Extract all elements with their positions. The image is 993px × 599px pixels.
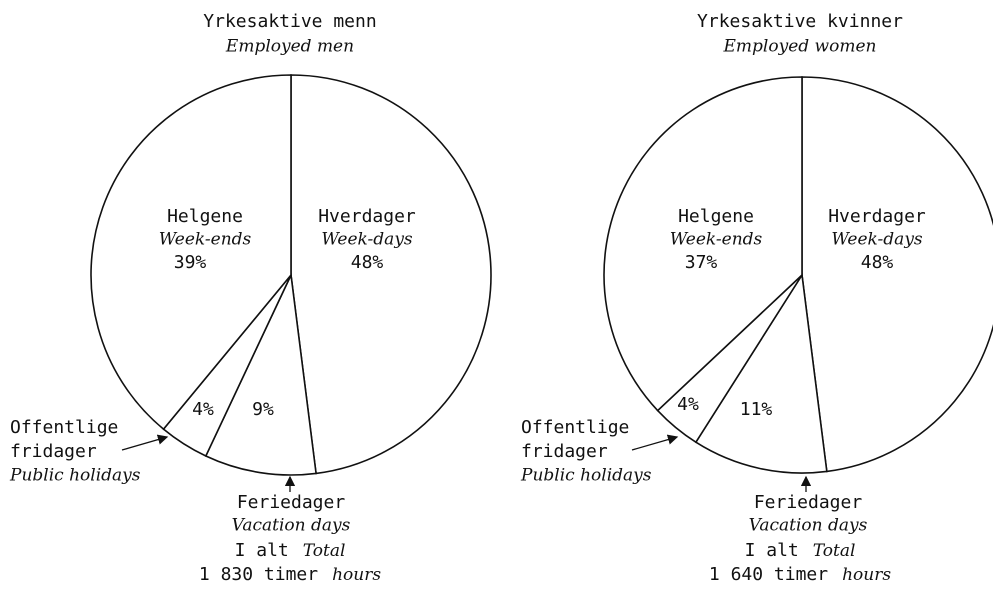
value-label: 37%: [685, 252, 718, 273]
total-text: 1 640 timer: [709, 564, 828, 585]
total-value: 1 830 timer hours: [199, 564, 381, 585]
slice-label-en: Week-days: [321, 230, 413, 250]
slice-label: Feriedager: [754, 492, 863, 513]
slice-label-cont: fridager: [10, 441, 97, 462]
total-en: Total: [813, 541, 856, 561]
total-unit: hours: [842, 565, 891, 585]
pie-slice: [603, 76, 803, 412]
value-label: 4%: [192, 399, 214, 420]
pie-slice: [204, 272, 317, 476]
value-label: 39%: [174, 252, 207, 273]
slice-label: Helgene: [678, 206, 754, 227]
slice-label-en: Public holidays: [520, 466, 652, 486]
pie-slice: [694, 272, 828, 474]
pie-slice: [90, 74, 292, 431]
chart-title: Yrkesaktive kvinner: [697, 11, 903, 32]
slice-label-en: Vacation days: [749, 516, 868, 536]
value-label: 4%: [677, 394, 699, 415]
total-en: Total: [303, 541, 346, 561]
slice-label: Feriedager: [237, 492, 346, 513]
total-text: 1 830 timer: [199, 564, 318, 585]
slice-label: Hverdager: [828, 206, 926, 227]
chart-subtitle: Employed men: [225, 37, 354, 57]
slice-label-en: Vacation days: [232, 516, 351, 536]
chart-title: Yrkesaktive menn: [203, 11, 376, 32]
slice-label: Helgene: [167, 206, 243, 227]
value-label: 11%: [740, 399, 773, 420]
total-value: 1 640 timer hours: [709, 564, 891, 585]
total-unit: hours: [332, 565, 381, 585]
slice-label-en: Week-ends: [159, 230, 252, 250]
total-label: I alt Total: [235, 540, 346, 561]
total-no: I alt: [235, 540, 289, 561]
pie-slice: [801, 76, 993, 473]
total-label: I alt Total: [745, 540, 856, 561]
value-label: 48%: [351, 252, 384, 273]
slice-label-cont: fridager: [521, 441, 608, 462]
slice-label-en: Public holidays: [9, 466, 141, 486]
arrow: [121, 434, 169, 451]
pie-slice: [290, 74, 492, 475]
slice-label: Offentlige: [10, 417, 118, 438]
slice-label: Offentlige: [521, 417, 629, 438]
slice-label: Hverdager: [318, 206, 416, 227]
arrow: [631, 434, 679, 451]
chart-subtitle: Employed women: [723, 37, 877, 57]
value-label: 48%: [861, 252, 894, 273]
total-no: I alt: [745, 540, 799, 561]
value-label: 9%: [252, 399, 274, 420]
slice-label-en: Week-ends: [670, 230, 763, 250]
slice-label-en: Week-days: [831, 230, 923, 250]
